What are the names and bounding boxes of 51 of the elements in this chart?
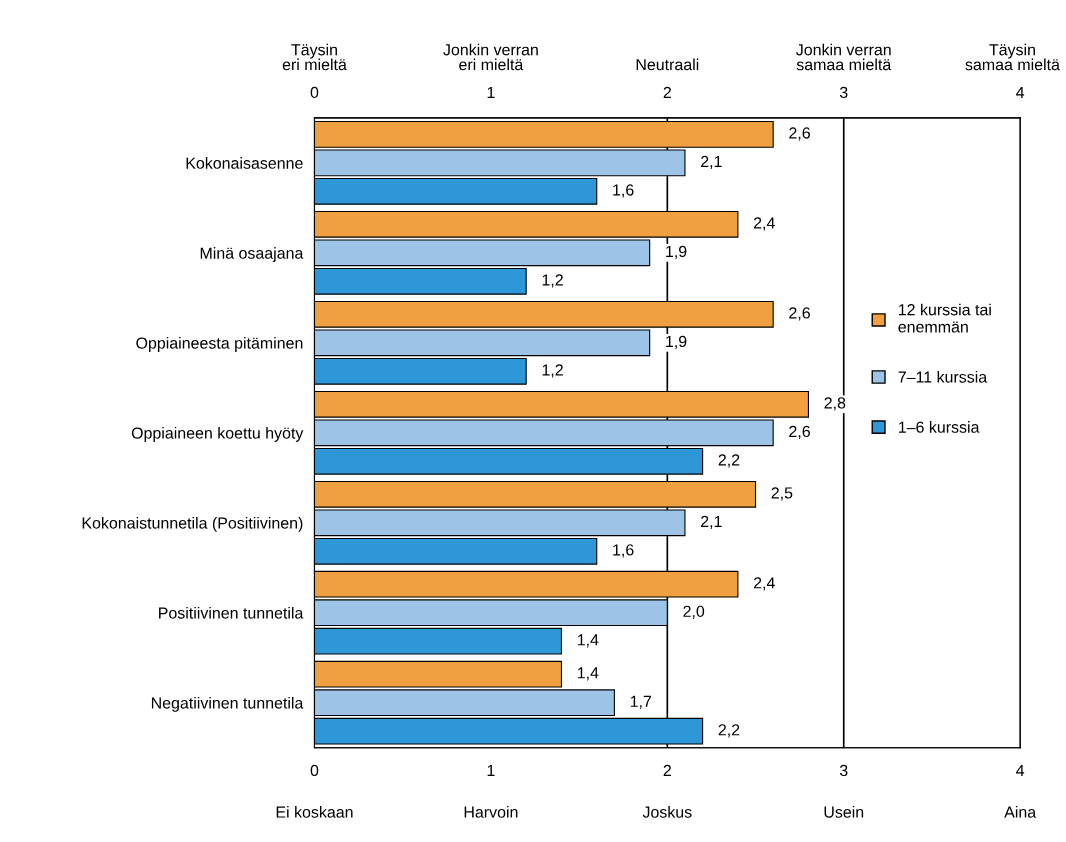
data-label: 1,4 — [577, 634, 599, 648]
data-label: 1,6 — [613, 544, 634, 558]
x2-tick-label: 4 — [1016, 86, 1025, 98]
data-label: 1,6 — [613, 184, 634, 198]
data-label: 1,2 — [542, 364, 563, 378]
data-label: 2,1 — [701, 515, 722, 529]
text: Täysin samaa mieltä — [965, 43, 1060, 71]
text: Joskus — [642, 806, 692, 818]
text: Harvoin — [464, 806, 518, 818]
y-tick-label: Oppiaineen koettu hyöty — [131, 427, 304, 442]
legend-label: 1–6 kurssia — [899, 421, 980, 433]
data-label: 2,8 — [824, 397, 846, 411]
text: Ei koskaan — [276, 806, 353, 818]
y-tick-label: Oppiaineesta pitäminen — [136, 337, 303, 352]
legend-label: 12 kurssia tai enemmän — [898, 303, 991, 333]
legend-label: 7–11 kurssia — [898, 370, 988, 383]
data-label: 2,6 — [789, 127, 810, 141]
text: Aina — [1004, 806, 1037, 818]
text: Täysin eri mieltä — [282, 43, 347, 71]
x-tick-label: 4 — [1016, 764, 1025, 776]
x-tick-label: 1 — [487, 764, 495, 776]
data-label: 2,6 — [789, 307, 810, 321]
text: Jonkin verran samaa mieltä — [796, 43, 892, 71]
data-label: 1,2 — [542, 274, 563, 288]
x-tick-label: 0 — [310, 764, 319, 777]
data-label: 2,2 — [718, 724, 740, 738]
text: Usein — [824, 806, 864, 818]
y-tick-label: Kokonaisasenne — [186, 157, 303, 169]
data-label: 1,7 — [630, 695, 652, 709]
data-label: 1,9 — [666, 335, 687, 349]
x-tick-label: 3 — [839, 764, 848, 777]
x2-tick-label: 2 — [663, 86, 671, 98]
data-label: 2,4 — [753, 577, 775, 591]
data-label: 2,4 — [753, 217, 775, 231]
x2-tick-label: 3 — [839, 86, 848, 99]
data-label: 2,6 — [789, 425, 810, 439]
text: Neutraali — [636, 58, 699, 71]
y-tick-label: Kokonaistunnetila (Positiivinen) — [82, 516, 303, 532]
x2-tick-label: 0 — [310, 86, 319, 99]
data-label: 2,5 — [771, 487, 793, 501]
y-tick-label: Minä osaajana — [200, 247, 304, 262]
x2-tick-label: 1 — [487, 86, 495, 98]
data-label: 2,0 — [683, 605, 705, 619]
data-label: 2,1 — [701, 155, 722, 170]
data-label: 1,9 — [666, 245, 687, 260]
data-label: 1,4 — [577, 667, 599, 681]
text: Jonkin verran eri mieltä — [443, 43, 538, 71]
y-tick-label: Positiivinen tunnetila — [159, 606, 304, 619]
x-tick-label: 2 — [663, 764, 671, 776]
data-label: 2,2 — [718, 454, 740, 468]
y-tick-label: Negatiivinen tunnetila — [151, 696, 304, 712]
